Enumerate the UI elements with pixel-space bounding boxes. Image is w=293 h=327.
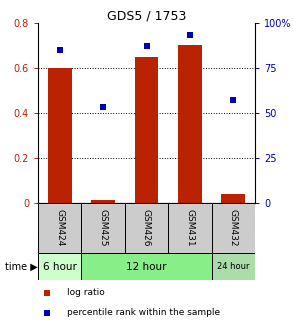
Text: 12 hour: 12 hour — [126, 262, 167, 271]
Bar — [38, 253, 81, 280]
Bar — [212, 253, 255, 280]
Text: log ratio: log ratio — [67, 288, 105, 297]
Point — [101, 105, 105, 110]
Text: 24 hour: 24 hour — [217, 262, 249, 271]
Title: GDS5 / 1753: GDS5 / 1753 — [107, 10, 186, 23]
Text: 6 hour: 6 hour — [43, 262, 77, 271]
Bar — [221, 194, 245, 203]
Bar — [168, 203, 212, 253]
Text: GSM426: GSM426 — [142, 209, 151, 247]
Bar — [212, 203, 255, 253]
Bar — [48, 68, 72, 203]
Point — [45, 290, 49, 296]
Text: GSM432: GSM432 — [229, 209, 238, 247]
Text: GSM431: GSM431 — [185, 209, 194, 247]
Bar — [91, 200, 115, 203]
Text: percentile rank within the sample: percentile rank within the sample — [67, 308, 221, 317]
Bar — [178, 45, 202, 203]
Point — [57, 47, 62, 52]
Text: time ▶: time ▶ — [5, 262, 38, 271]
Point — [144, 43, 149, 49]
Text: GSM424: GSM424 — [55, 209, 64, 247]
Point — [45, 310, 49, 315]
Point — [231, 97, 236, 103]
Bar — [125, 203, 168, 253]
Bar — [81, 253, 212, 280]
Bar — [134, 57, 159, 203]
Bar — [81, 203, 125, 253]
Point — [188, 33, 192, 38]
Text: GSM425: GSM425 — [99, 209, 108, 247]
Bar — [38, 203, 81, 253]
